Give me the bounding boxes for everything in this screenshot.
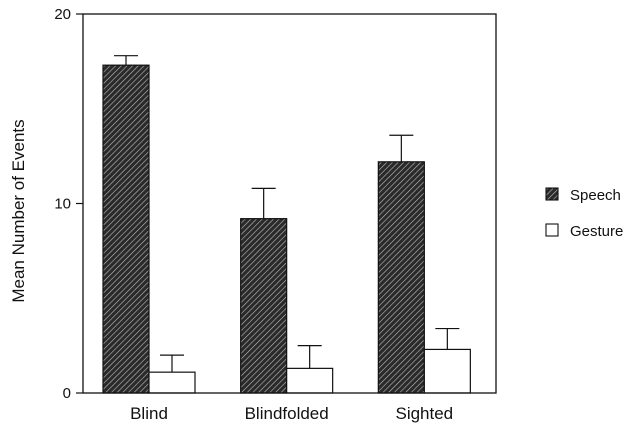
bar-gesture-blindfolded	[286, 367, 334, 394]
x-tick-label: Blindfolded	[245, 404, 329, 423]
legend-swatch-speech	[545, 187, 559, 201]
bar-speech-blindfolded	[240, 218, 288, 394]
y-axis-ticks: 0 10 20	[54, 6, 83, 402]
x-axis-labels: Blind Blindfolded Sighted	[130, 404, 453, 423]
y-tick-label: 10	[54, 196, 71, 213]
bar-gesture-sighted	[423, 348, 471, 394]
x-tick-label: Blind	[130, 404, 168, 423]
legend-label-gesture: Gesture	[570, 223, 623, 240]
x-tick-label: Sighted	[395, 404, 453, 423]
y-tick-label: 0	[63, 385, 71, 402]
bars-group	[102, 64, 471, 394]
error-bars-group	[114, 55, 460, 373]
bar-speech-blind	[102, 64, 150, 394]
plot-frame	[82, 13, 497, 394]
bar-gesture-blind	[148, 371, 196, 394]
y-tick-label: 20	[54, 6, 71, 23]
legend: Speech Gesture	[545, 187, 623, 240]
y-axis-title: Mean Number of Events	[9, 119, 28, 302]
bar-speech-sighted	[377, 161, 425, 394]
legend-label-speech: Speech	[570, 187, 621, 204]
legend-swatch-gesture	[545, 223, 559, 237]
